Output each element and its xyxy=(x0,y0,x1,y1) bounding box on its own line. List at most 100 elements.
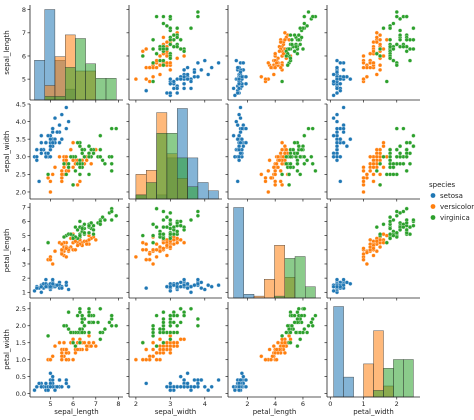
point-virginica-28 xyxy=(161,320,166,325)
point-setosa-33 xyxy=(209,284,214,289)
point-setosa-42 xyxy=(334,90,340,96)
point-virginica-41 xyxy=(288,151,293,156)
point-setosa-21 xyxy=(50,130,55,135)
point-versicolor-43 xyxy=(263,77,268,82)
point-setosa-45 xyxy=(237,81,242,86)
point-setosa-37 xyxy=(188,388,194,393)
point-versicolor-37 xyxy=(371,179,376,184)
point-virginica-5 xyxy=(309,154,314,159)
point-virginica-9 xyxy=(98,133,103,138)
point-virginica-37 xyxy=(171,330,176,335)
point-virginica-31 xyxy=(394,126,399,131)
point-versicolor-45 xyxy=(168,350,173,355)
point-setosa-16 xyxy=(341,123,346,128)
point-virginica-15 xyxy=(80,147,85,152)
point-versicolor-39 xyxy=(59,247,64,252)
point-versicolor-0 xyxy=(282,30,287,35)
point-virginica-17 xyxy=(109,316,114,322)
point-setosa-31 xyxy=(182,377,187,383)
point-virginica-8 xyxy=(86,330,92,335)
point-versicolor-0 xyxy=(175,344,180,349)
point-virginica-36 xyxy=(77,310,82,315)
x-axis-label-petal_length: petal_length xyxy=(253,408,297,416)
point-virginica-37 xyxy=(388,151,393,156)
point-versicolor-10 xyxy=(361,189,366,195)
point-setosa-48 xyxy=(55,130,60,135)
point-setosa-32 xyxy=(331,116,336,121)
point-virginica-34 xyxy=(154,51,159,56)
point-setosa-40 xyxy=(48,381,53,386)
point-versicolor-48 xyxy=(259,172,264,177)
point-virginica-24 xyxy=(178,320,183,325)
point-setosa-8 xyxy=(164,90,169,96)
point-setosa-44 xyxy=(50,377,55,383)
point-versicolor-23 xyxy=(73,350,78,355)
y-tick-label: 2.0 xyxy=(16,322,26,330)
x-tick-label: 2 xyxy=(134,400,138,408)
point-versicolor-14 xyxy=(371,253,376,258)
point-versicolor-48 xyxy=(259,354,264,359)
point-virginica-45 xyxy=(168,37,173,42)
point-versicolor-4 xyxy=(82,340,87,345)
point-versicolor-6 xyxy=(282,144,287,149)
point-setosa-36 xyxy=(185,65,190,70)
point-virginica-47 xyxy=(289,323,294,328)
point-setosa-45 xyxy=(338,81,343,86)
point-setosa-3 xyxy=(39,151,44,156)
y-tick-label: 6 xyxy=(22,218,26,226)
point-versicolor-10 xyxy=(133,357,138,362)
point-versicolor-29 xyxy=(361,60,366,65)
point-virginica-29 xyxy=(298,337,303,342)
point-virginica-17 xyxy=(401,209,406,214)
point-setosa-37 xyxy=(188,284,194,289)
point-setosa-49 xyxy=(178,77,183,82)
point-virginica-44 xyxy=(86,306,92,311)
point-virginica-39 xyxy=(398,227,403,232)
point-virginica-35 xyxy=(109,154,114,159)
point-setosa-18 xyxy=(241,60,246,65)
point-virginica-17 xyxy=(310,126,315,131)
point-setosa-34 xyxy=(238,151,243,156)
point-versicolor-25 xyxy=(84,344,89,349)
point-setosa-44 xyxy=(341,277,346,282)
point-virginica-48 xyxy=(292,49,297,54)
point-setosa-25 xyxy=(48,154,53,159)
hist-bar-setosa-0 xyxy=(34,60,45,101)
point-virginica-48 xyxy=(292,140,297,145)
hist-bar-virginica-3 xyxy=(166,132,178,200)
point-virginica-29 xyxy=(98,222,103,227)
point-setosa-22 xyxy=(188,290,194,295)
point-setosa-15 xyxy=(341,105,346,110)
x-tick-label: 7 xyxy=(94,400,98,408)
point-virginica-23 xyxy=(77,165,82,170)
x-tick-label: 0 xyxy=(328,400,332,408)
point-setosa-47 xyxy=(175,384,180,389)
point-setosa-15 xyxy=(64,377,69,383)
point-versicolor-28 xyxy=(378,158,383,163)
panel-sepal_width-vs-petal_length xyxy=(225,103,321,202)
point-virginica-22 xyxy=(310,14,315,19)
point-setosa-18 xyxy=(64,280,69,285)
point-versicolor-48 xyxy=(50,172,55,177)
point-setosa-32 xyxy=(206,283,211,288)
point-virginica-35 xyxy=(302,14,307,19)
point-virginica-38 xyxy=(168,236,173,241)
point-versicolor-29 xyxy=(361,168,366,173)
point-virginica-33 xyxy=(161,232,166,237)
point-setosa-49 xyxy=(334,77,340,82)
point-versicolor-22 xyxy=(378,172,383,177)
point-virginica-47 xyxy=(394,154,399,159)
y-tick-label: 1.0 xyxy=(16,356,26,364)
point-setosa-6 xyxy=(182,381,187,386)
point-versicolor-6 xyxy=(178,337,183,342)
point-virginica-44 xyxy=(411,223,416,228)
point-virginica-49 xyxy=(68,330,73,335)
point-setosa-37 xyxy=(331,79,336,84)
point-setosa-14 xyxy=(234,58,239,63)
point-virginica-21 xyxy=(61,161,67,166)
hist-bar-versicolor-3 xyxy=(264,279,275,299)
point-setosa-39 xyxy=(50,140,55,145)
hist-bar-virginica-5 xyxy=(383,368,394,398)
point-versicolor-34 xyxy=(168,67,173,72)
point-virginica-47 xyxy=(289,42,294,47)
